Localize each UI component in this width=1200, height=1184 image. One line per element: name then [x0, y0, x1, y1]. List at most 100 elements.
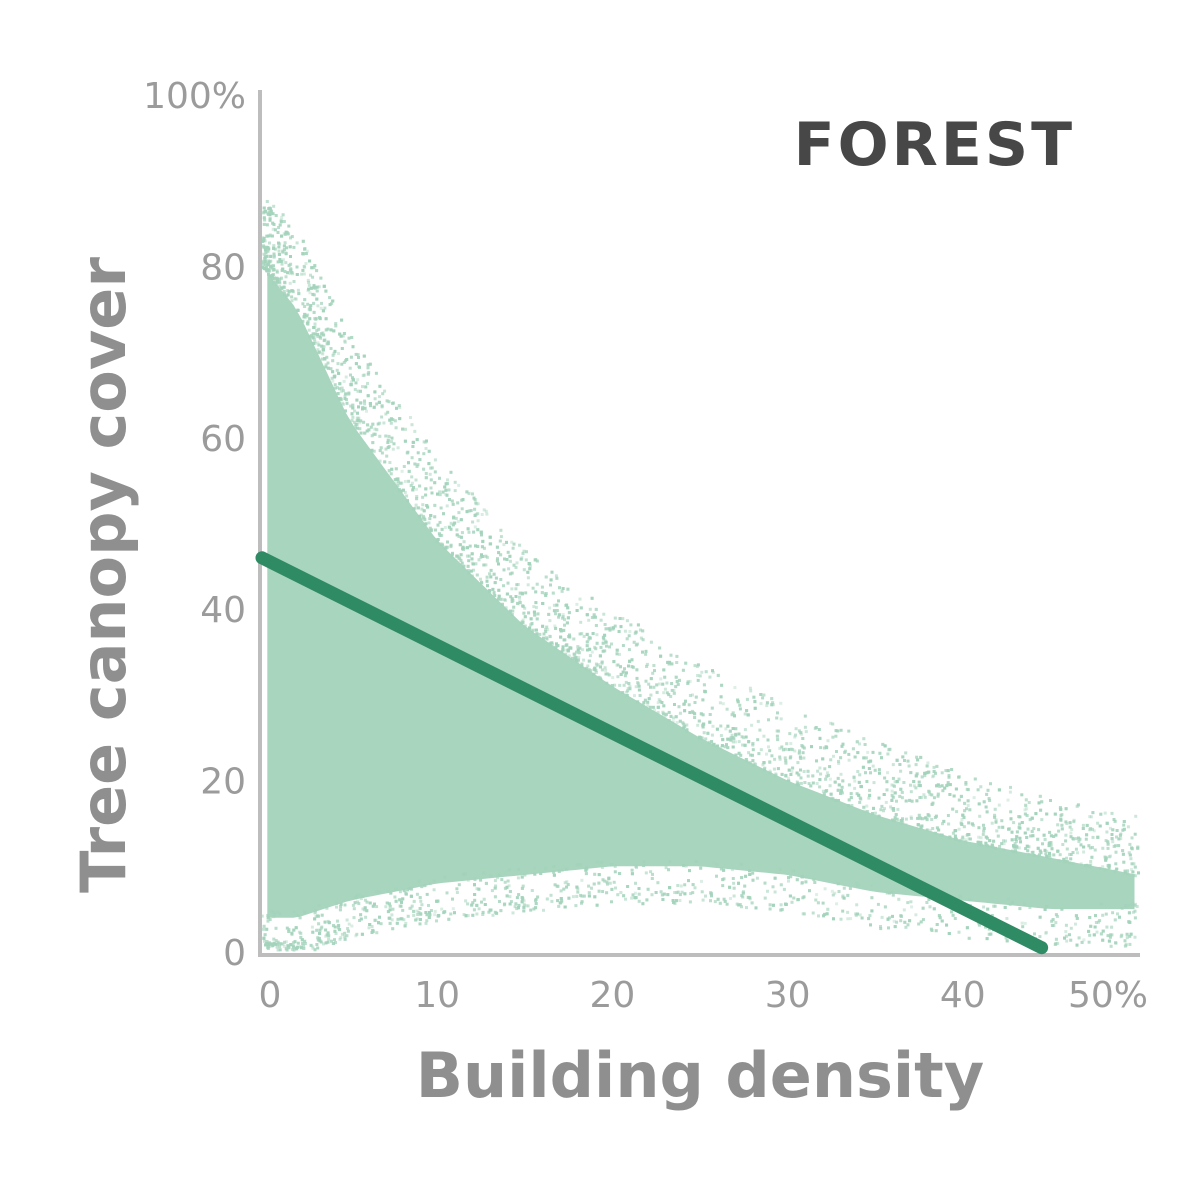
scatter-point: [266, 249, 270, 253]
scatter-point: [780, 908, 784, 912]
scatter-point: [394, 899, 398, 903]
scatter-point: [503, 598, 507, 602]
scatter-point: [1089, 863, 1093, 867]
scatter-point: [398, 481, 402, 485]
scatter-point: [993, 807, 997, 811]
scatter-point: [644, 652, 648, 656]
scatter-point: [920, 824, 924, 828]
scatter-point: [977, 923, 981, 927]
scatter-point: [410, 423, 414, 427]
scatter-point: [373, 918, 377, 922]
scatter-point: [274, 214, 278, 217]
scatter-point: [366, 382, 369, 385]
scatter-point: [471, 901, 475, 905]
scatter-point: [541, 624, 545, 628]
scatter-point: [346, 927, 350, 930]
scatter-point: [826, 907, 830, 911]
scatter-point: [311, 332, 315, 336]
scatter-point: [1110, 925, 1114, 929]
scatter-point: [287, 290, 291, 294]
scatter-point: [1002, 839, 1005, 843]
scatter-point: [1088, 828, 1092, 832]
scatter-point: [451, 523, 455, 527]
scatter-point: [836, 882, 840, 886]
scatter-point: [700, 670, 704, 674]
scatter-point: [1077, 839, 1081, 843]
scatter-point: [1041, 842, 1044, 846]
scatter-point: [336, 392, 340, 395]
scatter-point: [1040, 800, 1044, 804]
scatter-point: [832, 754, 835, 758]
scatter-point: [303, 247, 307, 251]
scatter-point: [462, 540, 466, 544]
scatter-point: [700, 879, 703, 883]
scatter-point: [916, 816, 920, 820]
scatter-point: [559, 897, 563, 900]
scatter-point: [353, 388, 357, 391]
scatter-point: [633, 694, 636, 698]
scatter-point: [467, 491, 471, 495]
scatter-point: [715, 874, 718, 878]
scatter-point: [947, 775, 951, 779]
scatter-point: [415, 495, 419, 498]
scatter-point: [460, 507, 464, 511]
scatter-point: [645, 662, 649, 666]
scatter-point: [535, 617, 539, 621]
scatter-point: [304, 262, 308, 265]
scatter-point: [840, 785, 844, 789]
scatter-point: [322, 345, 326, 349]
scatter-point: [623, 629, 627, 633]
scatter-point: [262, 206, 266, 210]
scatter-point: [389, 421, 393, 425]
scatter-point: [688, 694, 692, 697]
scatter-point: [566, 606, 570, 610]
scatter-point: [762, 768, 766, 772]
scatter-point: [587, 618, 591, 622]
scatter-point: [923, 774, 927, 778]
scatter-point: [284, 275, 288, 279]
scatter-point: [528, 567, 532, 571]
scatter-point: [1023, 921, 1027, 925]
scatter-point: [800, 881, 804, 885]
scatter-point: [1064, 934, 1068, 938]
scatter-point: [404, 427, 407, 431]
scatter-point: [354, 423, 358, 426]
scatter-point: [463, 872, 467, 876]
scatter-point: [414, 478, 418, 482]
scatter-point: [482, 897, 486, 901]
scatter-point: [451, 551, 454, 555]
scatter-point: [970, 822, 974, 826]
scatter-point: [898, 763, 902, 766]
scatter-point: [1129, 857, 1133, 861]
scatter-point: [849, 796, 853, 800]
scatter-point: [566, 883, 570, 887]
scatter-point: [368, 923, 372, 926]
scatter-point: [961, 835, 965, 839]
scatter-point: [867, 796, 871, 800]
scatter-point: [527, 611, 531, 615]
scatter-point: [523, 624, 527, 628]
scatter-point: [477, 887, 481, 891]
scatter-point: [503, 598, 506, 602]
scatter-point: [774, 773, 778, 777]
scatter-point: [779, 883, 783, 887]
scatter-point: [719, 746, 723, 750]
scatter-point: [335, 386, 339, 389]
scatter-point: [522, 899, 526, 903]
scatter-point: [1007, 897, 1010, 901]
scatter-point: [337, 371, 341, 375]
scatter-point: [287, 928, 291, 932]
scatter-point: [865, 810, 869, 814]
scatter-point: [597, 889, 601, 893]
scatter-point: [1118, 833, 1122, 837]
scatter-point: [634, 630, 638, 634]
scatter-point: [669, 695, 673, 698]
scatter-point: [588, 636, 592, 640]
scatter-point: [576, 887, 580, 891]
scatter-point: [428, 911, 431, 914]
scatter-point: [1071, 836, 1075, 840]
scatter-point: [610, 684, 614, 687]
scatter-point: [795, 783, 799, 787]
scatter-point: [303, 312, 307, 316]
scatter-point: [270, 266, 274, 270]
